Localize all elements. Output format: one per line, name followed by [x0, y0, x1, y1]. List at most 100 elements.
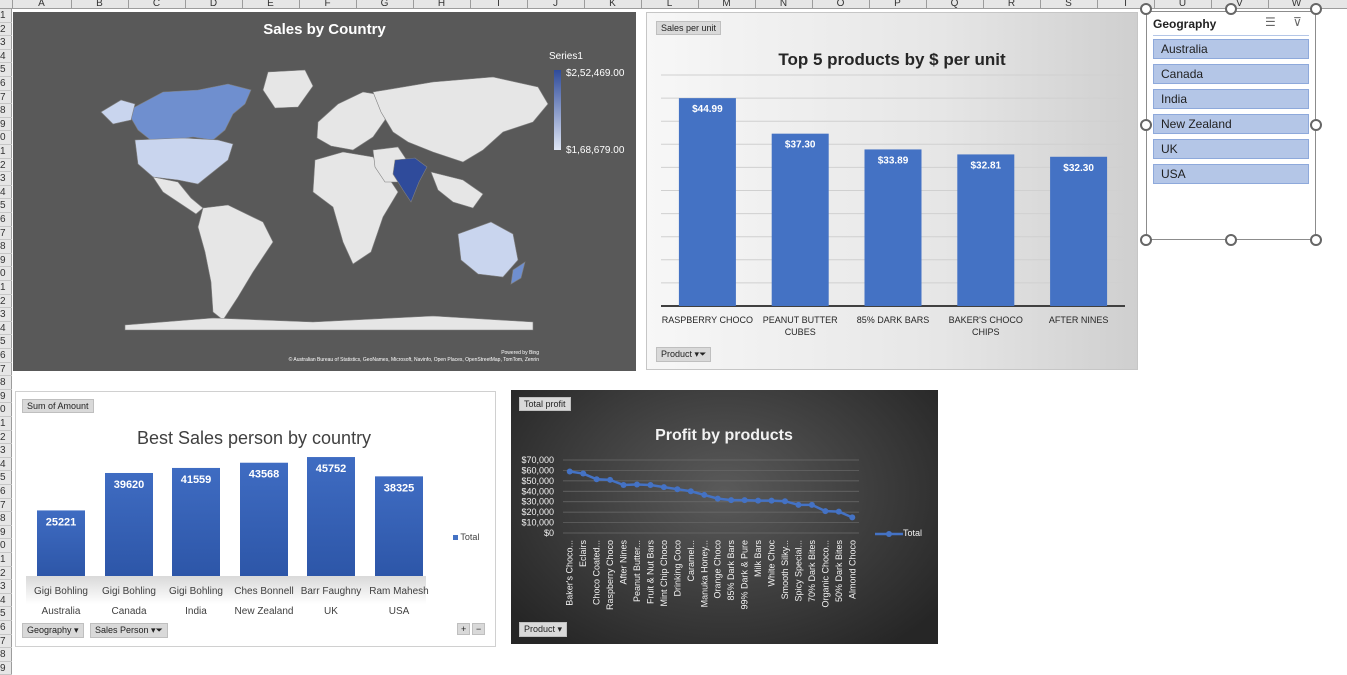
row-header[interactable]: 1 — [0, 145, 12, 159]
row-header[interactable]: 8 — [0, 512, 12, 526]
row-header[interactable]: 2 — [0, 431, 12, 445]
top5-bar[interactable] — [864, 149, 922, 306]
row-header[interactable]: 3 — [0, 172, 12, 186]
row-header[interactable]: 7 — [0, 363, 12, 377]
resize-handle-right-mid[interactable] — [1310, 119, 1322, 131]
resize-handle-top-mid[interactable] — [1225, 3, 1237, 15]
row-header[interactable]: 4 — [0, 458, 12, 472]
row-header[interactable]: 9 — [0, 526, 12, 540]
row-header[interactable]: 4 — [0, 50, 12, 64]
column-header[interactable]: O — [836, 0, 845, 9]
column-header[interactable]: G — [380, 0, 389, 9]
row-header[interactable]: 5 — [0, 607, 12, 621]
multi-select-icon[interactable]: ☰ — [1265, 15, 1276, 29]
resize-handle-top-left[interactable] — [1140, 3, 1152, 15]
profit-point[interactable] — [714, 495, 721, 502]
profit-point[interactable] — [634, 481, 640, 488]
row-header[interactable]: 1 — [0, 417, 12, 431]
best-bar[interactable] — [105, 472, 153, 576]
resize-handle-bottom-right[interactable] — [1310, 234, 1322, 246]
column-header[interactable]: P — [894, 0, 901, 9]
row-header[interactable]: 4 — [0, 594, 12, 608]
profit-point[interactable] — [755, 497, 762, 504]
expand-button[interactable]: + — [457, 623, 471, 635]
geography-slicer[interactable]: Geography ☰ ⊽ Australia Canada India New… — [1146, 11, 1316, 240]
profit-point[interactable] — [660, 484, 667, 491]
row-header[interactable]: 1 — [0, 553, 12, 567]
row-header[interactable]: 7 — [0, 227, 12, 241]
row-header[interactable]: 2 — [0, 23, 12, 37]
best-bar[interactable] — [172, 467, 220, 576]
slicer-item-usa[interactable]: USA — [1153, 164, 1309, 184]
column-header[interactable]: K — [609, 0, 616, 9]
column-header[interactable]: V — [1236, 0, 1243, 9]
row-header[interactable]: 0 — [0, 539, 12, 553]
top5-products-chart[interactable]: Sales per unit Top 5 products by $ per u… — [646, 12, 1138, 370]
slicer-item-canada[interactable]: Canada — [1153, 64, 1309, 84]
profit-point[interactable] — [674, 486, 681, 493]
best-bar[interactable] — [307, 457, 355, 576]
collapse-button[interactable]: − — [472, 623, 486, 635]
best-bar[interactable] — [375, 476, 423, 576]
column-header[interactable]: W — [1291, 0, 1302, 9]
profit-point[interactable] — [580, 470, 587, 477]
row-header[interactable]: 5 — [0, 335, 12, 349]
row-header[interactable]: 6 — [0, 621, 12, 635]
resize-handle-bottom-left[interactable] — [1140, 234, 1152, 246]
profit-point[interactable] — [741, 497, 748, 504]
product-filter-button-2[interactable]: Product ▾ — [519, 622, 568, 637]
profit-point[interactable] — [728, 497, 735, 504]
profit-by-products-chart[interactable]: Total profit Profit by products $70,000 $… — [511, 390, 938, 644]
profit-point[interactable] — [620, 482, 627, 489]
profit-point[interactable] — [593, 476, 600, 483]
top5-bar[interactable] — [771, 133, 829, 306]
column-header[interactable]: S — [1065, 0, 1072, 9]
row-header[interactable]: 8 — [0, 240, 12, 254]
row-header[interactable]: 3 — [0, 444, 12, 458]
row-header[interactable]: 0 — [0, 267, 12, 281]
row-header[interactable]: 3 — [0, 308, 12, 322]
column-header[interactable]: M — [722, 0, 731, 9]
row-header[interactable]: 1 — [0, 281, 12, 295]
sales-person-filter-button[interactable]: Sales Person ▾⏷ — [90, 623, 168, 638]
profit-point[interactable] — [795, 501, 802, 508]
row-header[interactable]: 2 — [0, 567, 12, 581]
best-bar[interactable] — [240, 462, 288, 576]
slicer-item-uk[interactable]: UK — [1153, 139, 1309, 159]
row-header[interactable]: 2 — [0, 159, 12, 173]
row-header[interactable]: 2 — [0, 295, 12, 309]
profit-point[interactable] — [808, 501, 815, 508]
column-header[interactable]: J — [553, 0, 558, 9]
row-header[interactable]: 9 — [0, 390, 12, 404]
resize-handle-top-right[interactable] — [1310, 3, 1322, 15]
total-profit-field-tag[interactable]: Total profit — [519, 397, 571, 411]
geography-filter-button[interactable]: Geography ▾ — [22, 623, 84, 638]
profit-point[interactable] — [647, 482, 654, 489]
slicer-item-india[interactable]: India — [1153, 89, 1309, 109]
slicer-item-australia[interactable]: Australia — [1153, 39, 1309, 59]
row-header[interactable]: 0 — [0, 131, 12, 145]
row-header[interactable]: 3 — [0, 36, 12, 50]
product-filter-button[interactable]: Product ▾⏷ — [656, 347, 712, 362]
row-header[interactable]: 1 — [0, 9, 12, 23]
resize-handle-bottom-mid[interactable] — [1225, 234, 1237, 246]
top5-bar[interactable] — [678, 98, 736, 306]
row-header[interactable]: 8 — [0, 376, 12, 390]
profit-point[interactable] — [607, 476, 614, 483]
column-header[interactable]: A — [38, 0, 45, 9]
row-header[interactable]: 6 — [0, 213, 12, 227]
slicer-item-new-zealand[interactable]: New Zealand — [1153, 114, 1309, 134]
row-header[interactable]: 5 — [0, 199, 12, 213]
top5-bar[interactable] — [957, 154, 1015, 306]
profit-point[interactable] — [687, 488, 694, 495]
profit-point[interactable] — [566, 468, 573, 475]
column-header[interactable]: C — [152, 0, 161, 9]
column-header[interactable]: R — [1007, 0, 1016, 9]
row-header[interactable]: 7 — [0, 499, 12, 513]
column-header[interactable]: Q — [950, 0, 959, 9]
row-header[interactable]: 7 — [0, 91, 12, 105]
profit-point[interactable] — [849, 514, 856, 521]
column-header[interactable]: E — [267, 0, 274, 9]
row-header[interactable]: 6 — [0, 349, 12, 363]
profit-point[interactable] — [822, 508, 829, 515]
